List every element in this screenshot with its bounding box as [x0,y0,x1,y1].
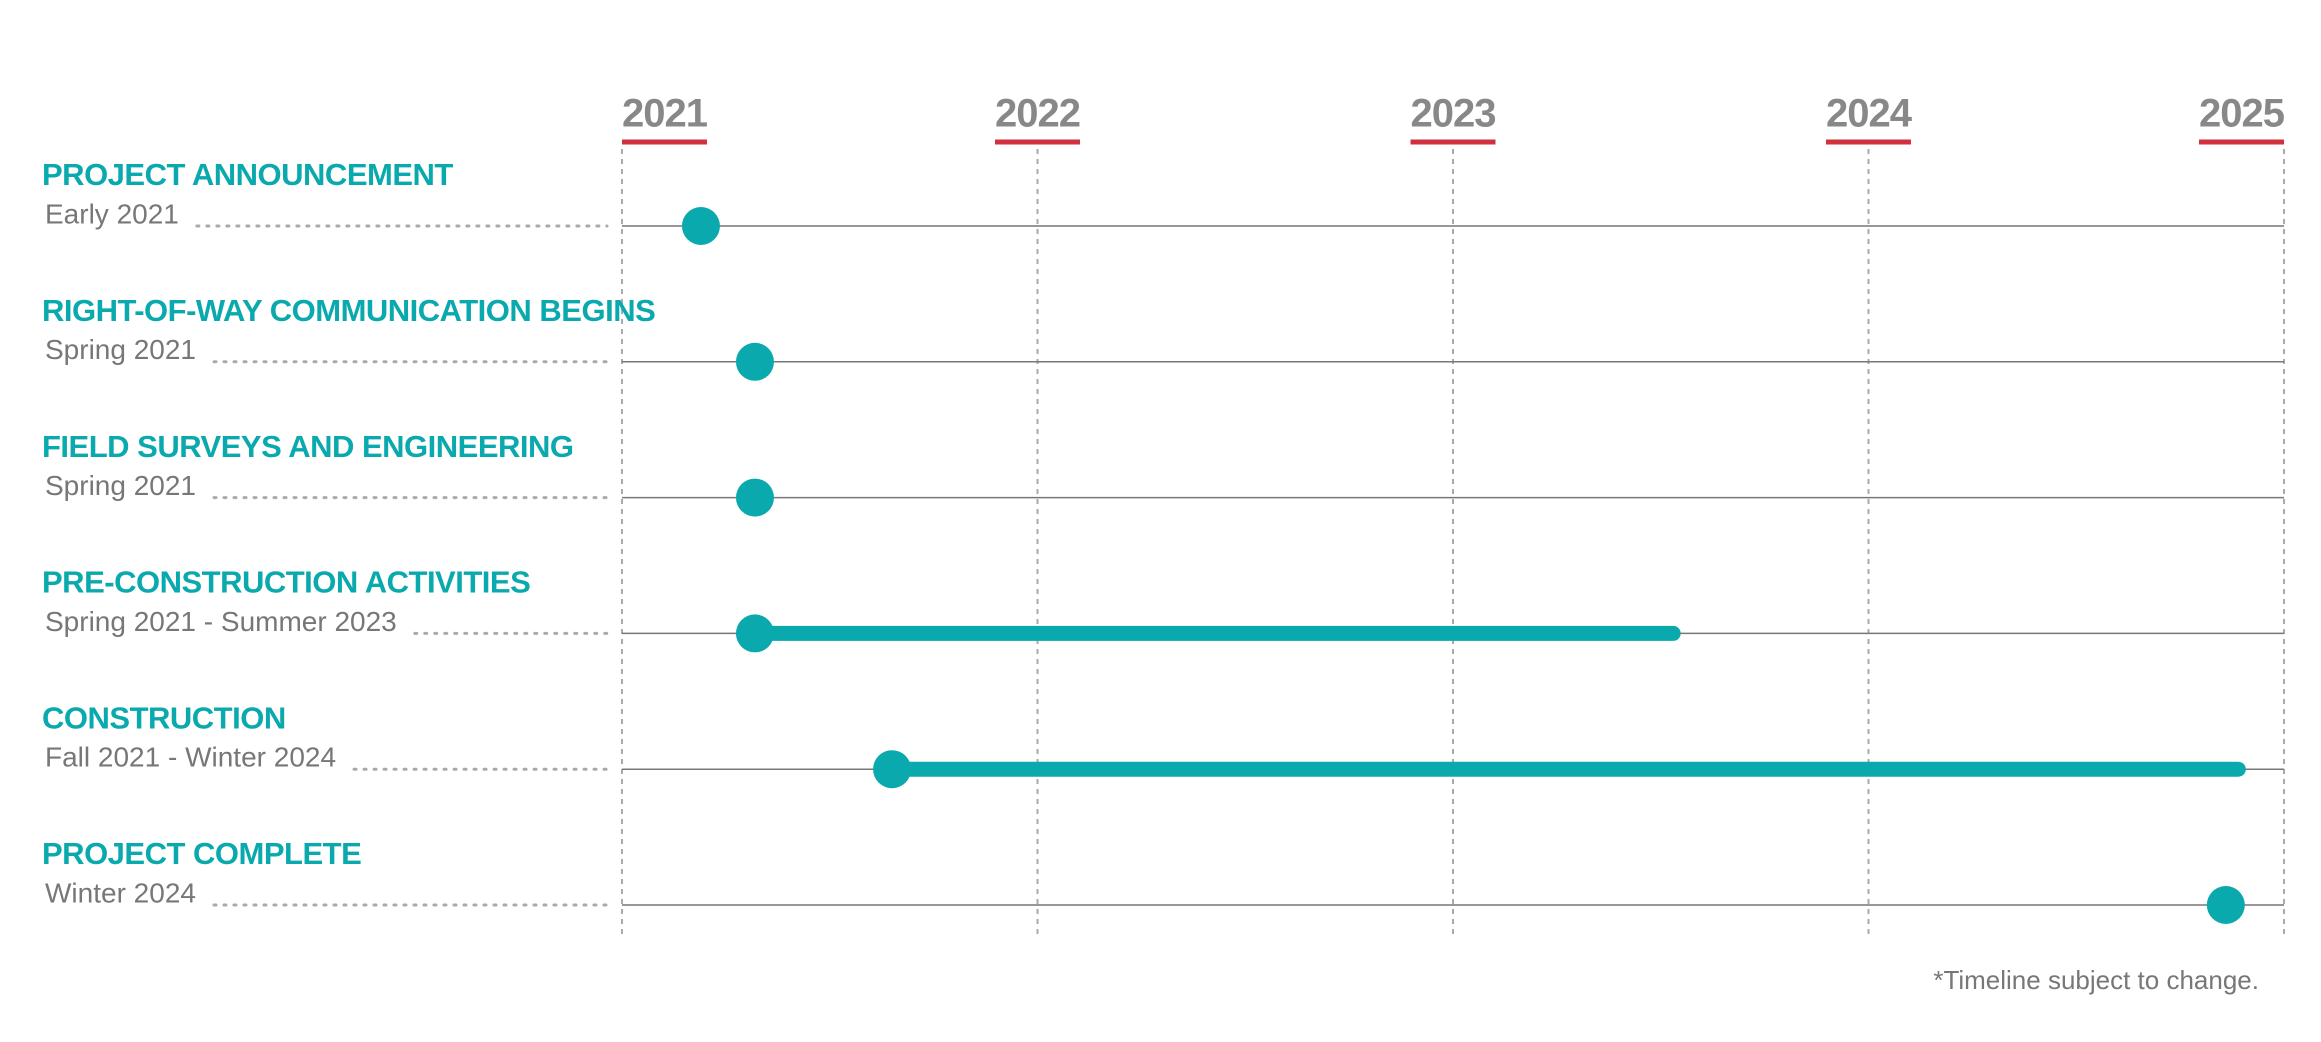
milestone [735,614,774,653]
date-label: Spring 2021 [45,334,196,365]
x-tick-label: 2025 [2199,92,2285,136]
x-tick-label: 2022 [995,92,1080,136]
footnote: *Timeline subject to change. [1933,965,2259,995]
task-name: CONSTRUCTION [42,700,286,735]
x-tick-label: 2024 [1826,92,1913,136]
date-label: Fall 2021 - Winter 2024 [45,742,336,773]
milestone [735,342,774,381]
milestone [2206,886,2245,924]
date-label: Early 2021 [45,198,179,229]
milestone [735,478,774,517]
task-name: PROJECT COMPLETE [42,836,361,871]
date-label: Spring 2021 [45,470,196,501]
task-name: RIGHT-OF-WAY COMMUNICATION BEGINS [42,293,655,328]
date-label: Winter 2024 [45,877,196,908]
milestone [873,750,912,789]
date-label: Spring 2021 - Summer 2023 [45,606,397,637]
milestone [681,207,720,245]
task-name: PROJECT ANNOUNCEMENT [42,157,453,192]
x-tick-label: 2023 [1411,92,1496,136]
task-name: PRE-CONSTRUCTION ACTIVITIES [42,565,530,600]
task-name: FIELD SURVEYS AND ENGINEERING [42,429,574,464]
x-tick-label: 2021 [622,92,708,136]
